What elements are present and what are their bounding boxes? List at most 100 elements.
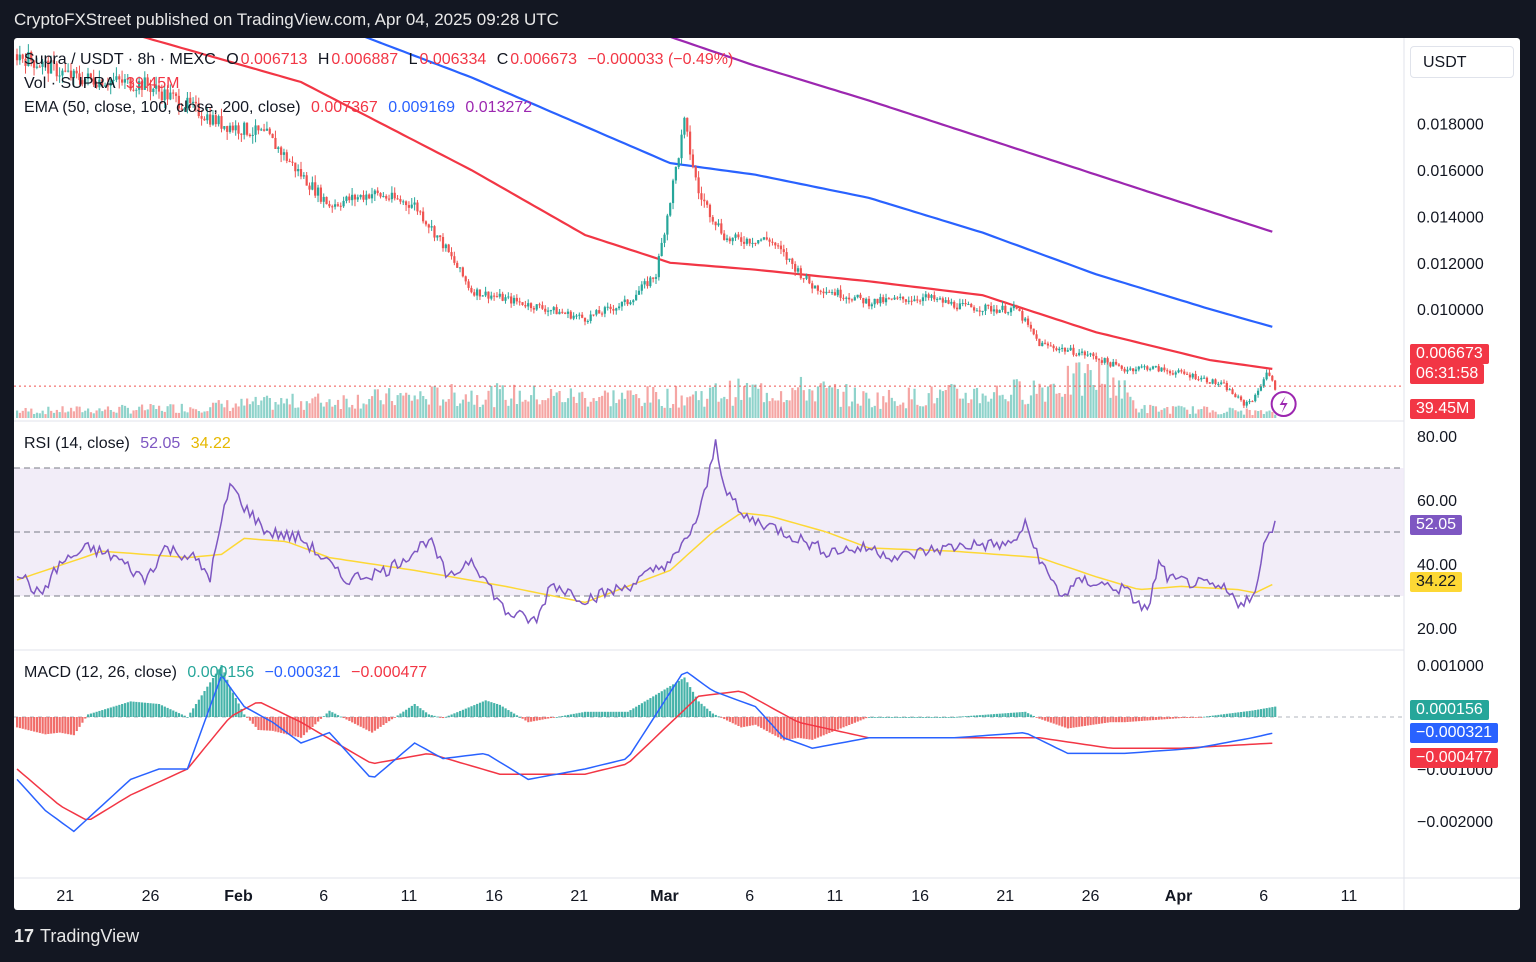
ema-200-line xyxy=(670,38,1273,233)
candle-body xyxy=(1052,345,1055,349)
macd-histogram-bar xyxy=(1197,717,1200,718)
candle-body xyxy=(677,158,680,167)
candle-body xyxy=(1259,386,1263,391)
price-tick-label: 0.016000 xyxy=(1417,163,1484,180)
macd-histogram-bar xyxy=(379,717,382,727)
volume-bar xyxy=(1200,408,1203,418)
volume-bar xyxy=(220,403,223,418)
candle-body xyxy=(112,79,115,81)
candle-body xyxy=(1103,358,1106,363)
ema-legend-label[interactable]: EMA (50, close, 100, close, 200, close) xyxy=(24,99,301,116)
volume-bar xyxy=(1211,410,1214,418)
macd-legend-label[interactable]: MACD (12, 26, close) xyxy=(24,664,177,681)
volume-bar xyxy=(263,397,266,418)
candle-body xyxy=(657,256,660,278)
volume-bar xyxy=(308,403,311,418)
volume-bar xyxy=(873,405,876,418)
macd-histogram-bar xyxy=(234,698,237,717)
volume-bar xyxy=(939,389,942,418)
volume-bar xyxy=(282,403,286,418)
volume-bar xyxy=(359,408,362,418)
volume-bar xyxy=(544,400,547,418)
macd-histogram-bar xyxy=(1149,717,1152,721)
candle-body xyxy=(319,187,322,202)
macd-histogram-bar xyxy=(1100,717,1104,724)
candle-body xyxy=(422,211,425,222)
macd-histogram-bar xyxy=(300,717,303,738)
volume-bar xyxy=(1259,410,1263,418)
volume-legend-label[interactable]: Vol · SUPRA xyxy=(24,75,116,92)
candle-body xyxy=(461,267,464,277)
candle-body xyxy=(294,162,297,172)
candle-body xyxy=(1205,377,1209,383)
candle-body xyxy=(1083,351,1086,356)
volume-bar xyxy=(487,390,490,418)
macd-histogram-bar xyxy=(447,715,450,717)
candle-body xyxy=(1024,318,1027,321)
volume-bar xyxy=(1186,409,1189,418)
volume-bar xyxy=(450,384,453,418)
chart-canvas[interactable]: 0.018000 0.016000 0.014000 0.012000 0.010000… xyxy=(14,38,1520,910)
macd-histogram-bar xyxy=(177,713,181,717)
candle-body xyxy=(936,298,939,300)
macd-histogram-bar xyxy=(214,673,217,717)
macd-histogram-bar xyxy=(399,713,402,717)
macd-histogram-bar xyxy=(294,717,297,737)
volume-bar xyxy=(251,401,254,418)
volume-bar xyxy=(379,400,382,418)
ema200-value: 0.013272 xyxy=(465,99,533,116)
candle-body xyxy=(586,320,589,322)
candle-body xyxy=(850,299,854,301)
tradingview-brand: TradingView xyxy=(40,926,140,946)
time-tick-label: 6 xyxy=(319,888,328,905)
volume-bar xyxy=(493,407,496,418)
volume-bar xyxy=(1140,408,1143,418)
currency-unit-selector[interactable]: USDT xyxy=(1410,46,1514,78)
macd-histogram-bar xyxy=(126,702,129,717)
macd-histogram-bar xyxy=(1191,717,1194,718)
candle-body xyxy=(382,196,385,198)
macd-histogram-bar xyxy=(112,706,115,717)
volume-bar xyxy=(620,392,624,418)
macd-histogram-bar xyxy=(50,717,53,734)
volume-bar xyxy=(1237,411,1240,418)
macd-histogram-bar xyxy=(1069,717,1072,729)
ema50-value: 0.007367 xyxy=(311,99,378,116)
volume-bar xyxy=(686,397,689,418)
volume-bar xyxy=(1123,380,1126,418)
volume-bar xyxy=(240,398,243,418)
symbol-label[interactable]: Supra / USDT · 8h · MEXC xyxy=(24,51,216,68)
volume-bar xyxy=(850,401,854,418)
macd-histogram-bar xyxy=(774,717,777,736)
candle-body xyxy=(410,204,413,208)
volume-bar xyxy=(538,404,541,418)
candle-body xyxy=(282,152,286,155)
macd-histogram-bar xyxy=(879,717,882,718)
candle-body xyxy=(138,81,141,90)
volume-bar xyxy=(836,388,839,418)
volume-bar xyxy=(643,402,646,418)
candle-body xyxy=(18,54,21,61)
candle-body xyxy=(1262,379,1265,387)
candle-body xyxy=(75,70,78,74)
macd-histogram-bar xyxy=(530,717,533,722)
volume-bar xyxy=(640,406,643,418)
time-tick-label: 6 xyxy=(1259,888,1268,905)
macd-histogram-bar xyxy=(339,716,342,718)
macd-histogram-bar xyxy=(95,711,98,717)
chart-frame[interactable]: 0.018000 0.016000 0.014000 0.012000 0.010000… xyxy=(14,38,1520,910)
volume-bar xyxy=(521,401,524,418)
rsi-legend-label[interactable]: RSI (14, close) xyxy=(24,435,130,452)
macd-histogram-bar xyxy=(1029,714,1033,717)
macd-histogram-bar xyxy=(158,704,161,717)
volume-bar xyxy=(328,399,331,418)
candle-body xyxy=(1208,382,1211,384)
volume-bar xyxy=(555,392,558,418)
macd-histogram-bar xyxy=(1049,717,1052,723)
volume-bar xyxy=(734,397,737,418)
volume-bar xyxy=(998,395,1001,418)
volume-bar xyxy=(135,410,138,418)
macd-histogram-bar xyxy=(356,717,359,726)
macd-histogram-bar xyxy=(1171,717,1175,719)
macd-histogram-bar xyxy=(535,717,538,721)
